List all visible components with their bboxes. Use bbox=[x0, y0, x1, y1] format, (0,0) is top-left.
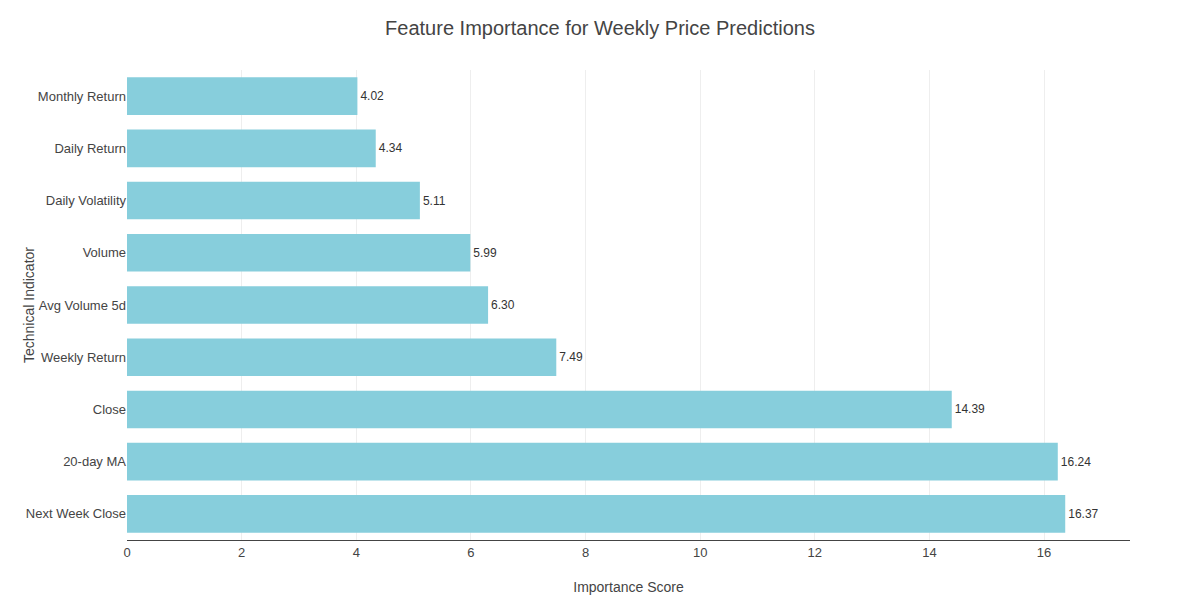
svg-text:14: 14 bbox=[922, 545, 936, 560]
svg-text:4.34: 4.34 bbox=[379, 141, 403, 155]
svg-text:6: 6 bbox=[467, 545, 474, 560]
svg-text:2: 2 bbox=[238, 545, 245, 560]
svg-text:20-day MA: 20-day MA bbox=[63, 454, 126, 469]
svg-text:4.02: 4.02 bbox=[360, 89, 384, 103]
svg-text:4: 4 bbox=[353, 545, 360, 560]
svg-text:0: 0 bbox=[123, 545, 130, 560]
svg-text:14.39: 14.39 bbox=[955, 402, 985, 416]
svg-text:Volume: Volume bbox=[83, 245, 126, 260]
svg-text:5.11: 5.11 bbox=[423, 194, 446, 208]
svg-text:Next Week Close: Next Week Close bbox=[26, 506, 126, 521]
svg-text:16: 16 bbox=[1037, 545, 1051, 560]
svg-text:7.49: 7.49 bbox=[559, 350, 583, 364]
svg-text:5.99: 5.99 bbox=[473, 246, 497, 260]
svg-text:Feature Importance for Weekly: Feature Importance for Weekly Price Pred… bbox=[385, 17, 815, 39]
svg-text:Daily Volatility: Daily Volatility bbox=[46, 193, 127, 208]
svg-text:Monthly Return: Monthly Return bbox=[38, 89, 126, 104]
svg-text:Technical Indicator: Technical Indicator bbox=[21, 247, 37, 363]
svg-text:6.30: 6.30 bbox=[491, 298, 515, 312]
svg-text:16.24: 16.24 bbox=[1061, 455, 1091, 469]
svg-text:Close: Close bbox=[93, 402, 126, 417]
svg-text:Avg Volume 5d: Avg Volume 5d bbox=[39, 298, 126, 313]
svg-text:Importance Score: Importance Score bbox=[573, 579, 684, 595]
svg-text:16.37: 16.37 bbox=[1068, 507, 1098, 521]
svg-text:8: 8 bbox=[582, 545, 589, 560]
svg-text:10: 10 bbox=[693, 545, 707, 560]
svg-text:Daily Return: Daily Return bbox=[54, 141, 126, 156]
svg-text:Weekly Return: Weekly Return bbox=[41, 350, 126, 365]
svg-text:12: 12 bbox=[808, 545, 822, 560]
